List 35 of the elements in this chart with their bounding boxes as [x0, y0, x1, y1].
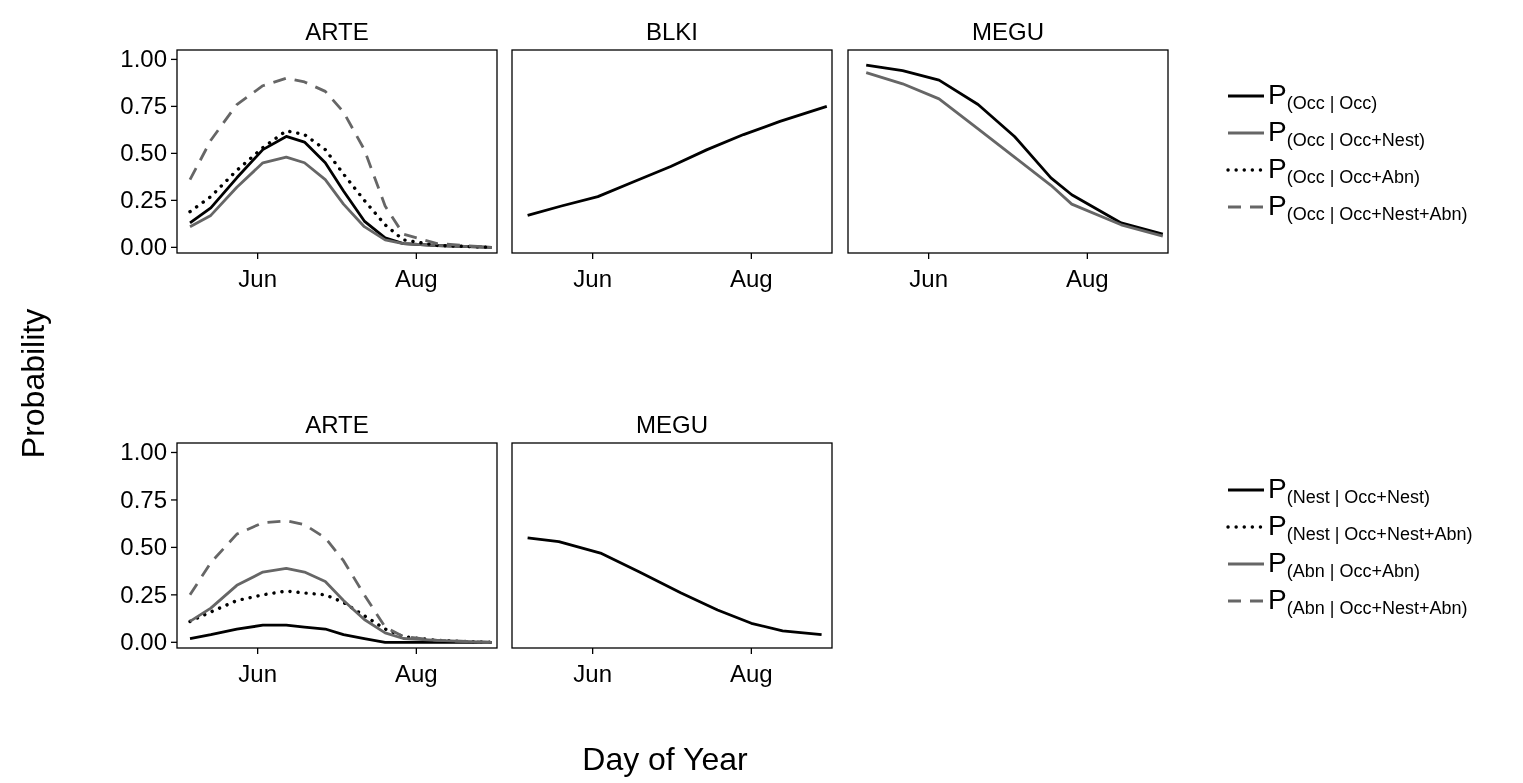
y-tick-label: 0.25 [120, 186, 167, 214]
legend-label: P$_{(Nest | Occ+Nest)}$ [1268, 473, 1430, 508]
x-axis-title: Day of Year [582, 741, 749, 777]
legend-label: P$_{(Occ | Occ+Nest)}$ [1268, 116, 1425, 151]
y-tick-label: 0.50 [120, 533, 167, 561]
y-axis-title: Probability [15, 308, 51, 459]
legend-label: P$_{(Abn | Occ+Abn)}$ [1268, 547, 1420, 582]
x-tick-label: Aug [730, 660, 773, 687]
x-tick-label: Aug [395, 660, 438, 687]
legend-label: P$_{(Occ | Occ+Nest+Abn)}$ [1268, 190, 1468, 225]
x-tick-label: Jun [238, 265, 277, 292]
y-tick-label: 0.00 [120, 233, 167, 261]
y-tick-label: 0.50 [120, 139, 167, 167]
y-tick-label: 0.25 [120, 580, 167, 608]
chart-title: MEGU [972, 18, 1044, 45]
x-tick-label: Jun [573, 660, 612, 687]
legend-label: P$_{(Abn | Occ+Nest+Abn)}$ [1268, 584, 1468, 619]
chart-title: BLKI [645, 18, 699, 45]
x-tick-label: Jun [573, 265, 612, 292]
y-tick-label: 0.75 [120, 92, 167, 120]
chart-title: MEGU [636, 411, 708, 438]
legend-label: P$_{(Nest | Occ+Nest+Abn)}$ [1268, 510, 1473, 545]
x-tick-label: Jun [909, 265, 948, 292]
x-tick-label: Jun [238, 660, 277, 687]
y-tick-label: 0.75 [120, 485, 167, 513]
y-tick-label: 1.00 [120, 438, 167, 466]
x-tick-label: Aug [730, 265, 773, 292]
x-tick-label: Aug [1066, 265, 1109, 292]
chart-title: ARTE [305, 411, 369, 438]
legend-label: P$_{(Occ | Occ+Abn)}$ [1268, 153, 1420, 188]
y-tick-label: 0.00 [120, 628, 167, 656]
legend-label: P$_{(Occ | Occ)}$ [1268, 79, 1378, 114]
x-tick-label: Aug [395, 265, 438, 292]
chart-title: ARTE [305, 18, 369, 45]
y-tick-label: 1.00 [120, 45, 167, 73]
